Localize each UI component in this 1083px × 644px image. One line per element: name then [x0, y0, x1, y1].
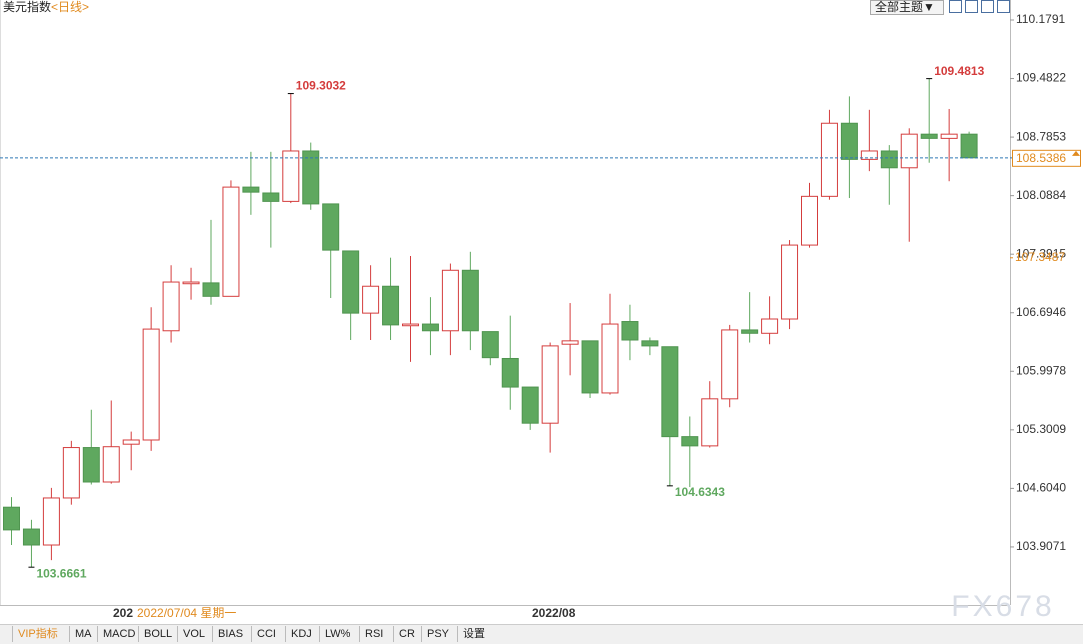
extreme-label: 103.6661 — [36, 566, 86, 580]
candle-body — [781, 244, 799, 320]
toolbar-item[interactable]: 设置 — [463, 627, 485, 640]
y-tick-label: 105.9978 — [1016, 363, 1066, 377]
candle-body — [302, 150, 320, 205]
y-tick-label: 107.3915 — [1016, 246, 1066, 260]
toolbar-item[interactable]: MACD — [103, 628, 135, 640]
candle-body — [202, 282, 220, 297]
candle-body — [362, 285, 380, 314]
marker-label: 107.3487 — [1015, 250, 1065, 264]
toolbar-item[interactable]: LW% — [325, 628, 351, 640]
period-label[interactable]: <日线> — [51, 0, 89, 14]
toolbar-item[interactable]: BOLL — [144, 628, 172, 640]
candle-body — [182, 281, 200, 285]
candle-body — [342, 250, 360, 314]
candle-body — [242, 186, 260, 193]
y-tick-label: 108.0884 — [1016, 188, 1066, 202]
toolbar-bg — [0, 624, 1083, 644]
candle-body — [721, 329, 739, 400]
y-tick-label: 106.6946 — [1016, 305, 1066, 319]
extreme-label: 109.3032 — [296, 79, 346, 93]
candle-body — [900, 133, 918, 169]
chart-title: 美元指数 — [3, 0, 51, 14]
candle-body — [282, 150, 300, 202]
candle-body — [3, 506, 20, 531]
candle-body — [621, 321, 639, 341]
candle-body — [402, 323, 419, 327]
candle-body — [561, 340, 579, 345]
candle-body — [441, 269, 459, 332]
y-tick-label: 105.3009 — [1016, 422, 1066, 436]
extreme-label: 109.4813 — [934, 64, 984, 78]
candle-body — [801, 195, 818, 246]
candle-body — [501, 357, 519, 388]
y-tick-label: 103.9071 — [1016, 539, 1066, 553]
candle-body — [641, 340, 659, 347]
icon[interactable] — [949, 0, 962, 13]
y-tick-label: 110.1791 — [1016, 12, 1065, 26]
tool-icons[interactable] — [949, 0, 1010, 13]
candle-body — [322, 203, 340, 251]
candle-body — [860, 150, 878, 160]
candle-body — [42, 497, 60, 546]
candle-body — [162, 281, 180, 332]
candle-body — [601, 323, 619, 394]
icon[interactable] — [965, 0, 978, 13]
candle-body — [581, 340, 599, 394]
candle-body — [382, 285, 400, 326]
toolbar-item[interactable]: VIP指标 — [18, 626, 58, 640]
y-tick-label: 108.7853 — [1016, 129, 1066, 143]
x-tick-label: 2022/08 — [532, 606, 576, 620]
candle-body — [681, 436, 699, 447]
x-tick-label: 202 — [113, 606, 133, 620]
last-price-label: 108.5386 — [1016, 151, 1066, 165]
crosshair-date-bg — [134, 607, 244, 622]
candle-body — [940, 133, 958, 139]
theme-button-box[interactable] — [870, 0, 944, 15]
toolbar-item[interactable]: MA — [75, 628, 92, 640]
candle-body — [62, 447, 80, 499]
candle-body — [541, 345, 559, 424]
candle-body — [222, 186, 240, 297]
candle-body — [701, 398, 719, 447]
candle-body — [102, 446, 120, 483]
toolbar-item[interactable]: RSI — [365, 628, 383, 640]
candle-body — [920, 133, 938, 139]
y-tick-label: 109.4822 — [1016, 71, 1066, 85]
candle-body — [661, 346, 679, 438]
candle-body — [820, 122, 838, 197]
icon[interactable] — [997, 0, 1010, 13]
theme-button[interactable]: 全部主题▼ — [875, 0, 935, 14]
last-price-box — [1012, 149, 1081, 167]
watermark: FX678 — [951, 590, 1054, 623]
last-price-arrow — [1072, 150, 1080, 156]
candle-body — [142, 328, 160, 441]
candle-body — [960, 133, 978, 159]
candle-body — [840, 122, 858, 160]
candle-body — [82, 447, 100, 483]
icon[interactable] — [981, 0, 994, 13]
candle-body — [262, 192, 280, 202]
candle-body — [421, 323, 439, 332]
extreme-label: 104.6343 — [675, 485, 725, 499]
crosshair-date: 2022/07/04 星期一 — [137, 606, 236, 620]
toolbar-item[interactable]: CR — [399, 628, 415, 640]
toolbar-item[interactable]: BIAS — [218, 628, 243, 640]
candle-body — [481, 331, 499, 359]
candle-body — [880, 150, 898, 169]
candle-body — [741, 329, 759, 334]
candle-body — [521, 386, 539, 424]
toolbar-item[interactable]: CCI — [257, 628, 276, 640]
toolbar-item[interactable]: VOL — [183, 628, 205, 640]
candle-body — [461, 269, 479, 332]
y-tick-label: 104.6040 — [1016, 481, 1066, 495]
toolbar-item[interactable]: PSY — [427, 628, 450, 640]
toolbar-item[interactable]: KDJ — [291, 628, 312, 640]
candle-body — [761, 318, 779, 334]
candle-body — [22, 528, 40, 546]
candle-body — [122, 439, 140, 445]
